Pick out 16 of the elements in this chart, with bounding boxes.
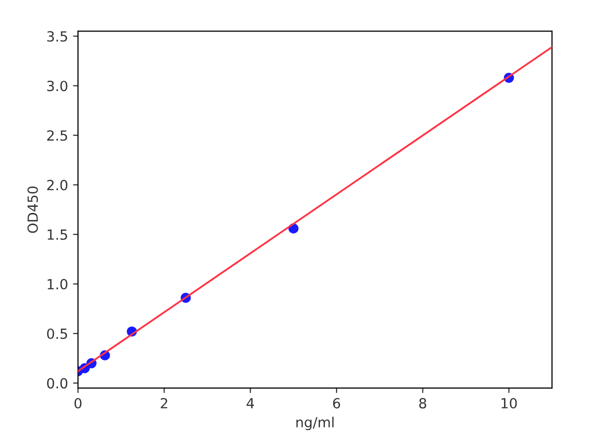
y-tick-label: 2.5: [47, 130, 68, 141]
y-tick-label: 0.5: [47, 328, 68, 339]
y-tick-label: 1.0: [48, 278, 68, 290]
y-tick-label: 3.5: [47, 31, 68, 42]
y-axis-title: OD450: [27, 186, 38, 233]
y-tick-label: 1.5: [48, 230, 68, 240]
x-tick-label: 10: [502, 398, 517, 408]
y-tick-label: 0.0: [47, 378, 68, 389]
x-tick-label: 0: [74, 398, 82, 408]
x-axis-title: ng/ml: [296, 416, 334, 430]
y-tick-label: 3.0: [47, 80, 68, 92]
x-tick-label: 2: [160, 398, 168, 408]
x-tick-label: 4: [246, 398, 254, 408]
x-tick-label: 6: [333, 398, 340, 408]
y-tick-label: 2.0: [47, 180, 68, 190]
x-tick-label: 8: [419, 398, 426, 408]
